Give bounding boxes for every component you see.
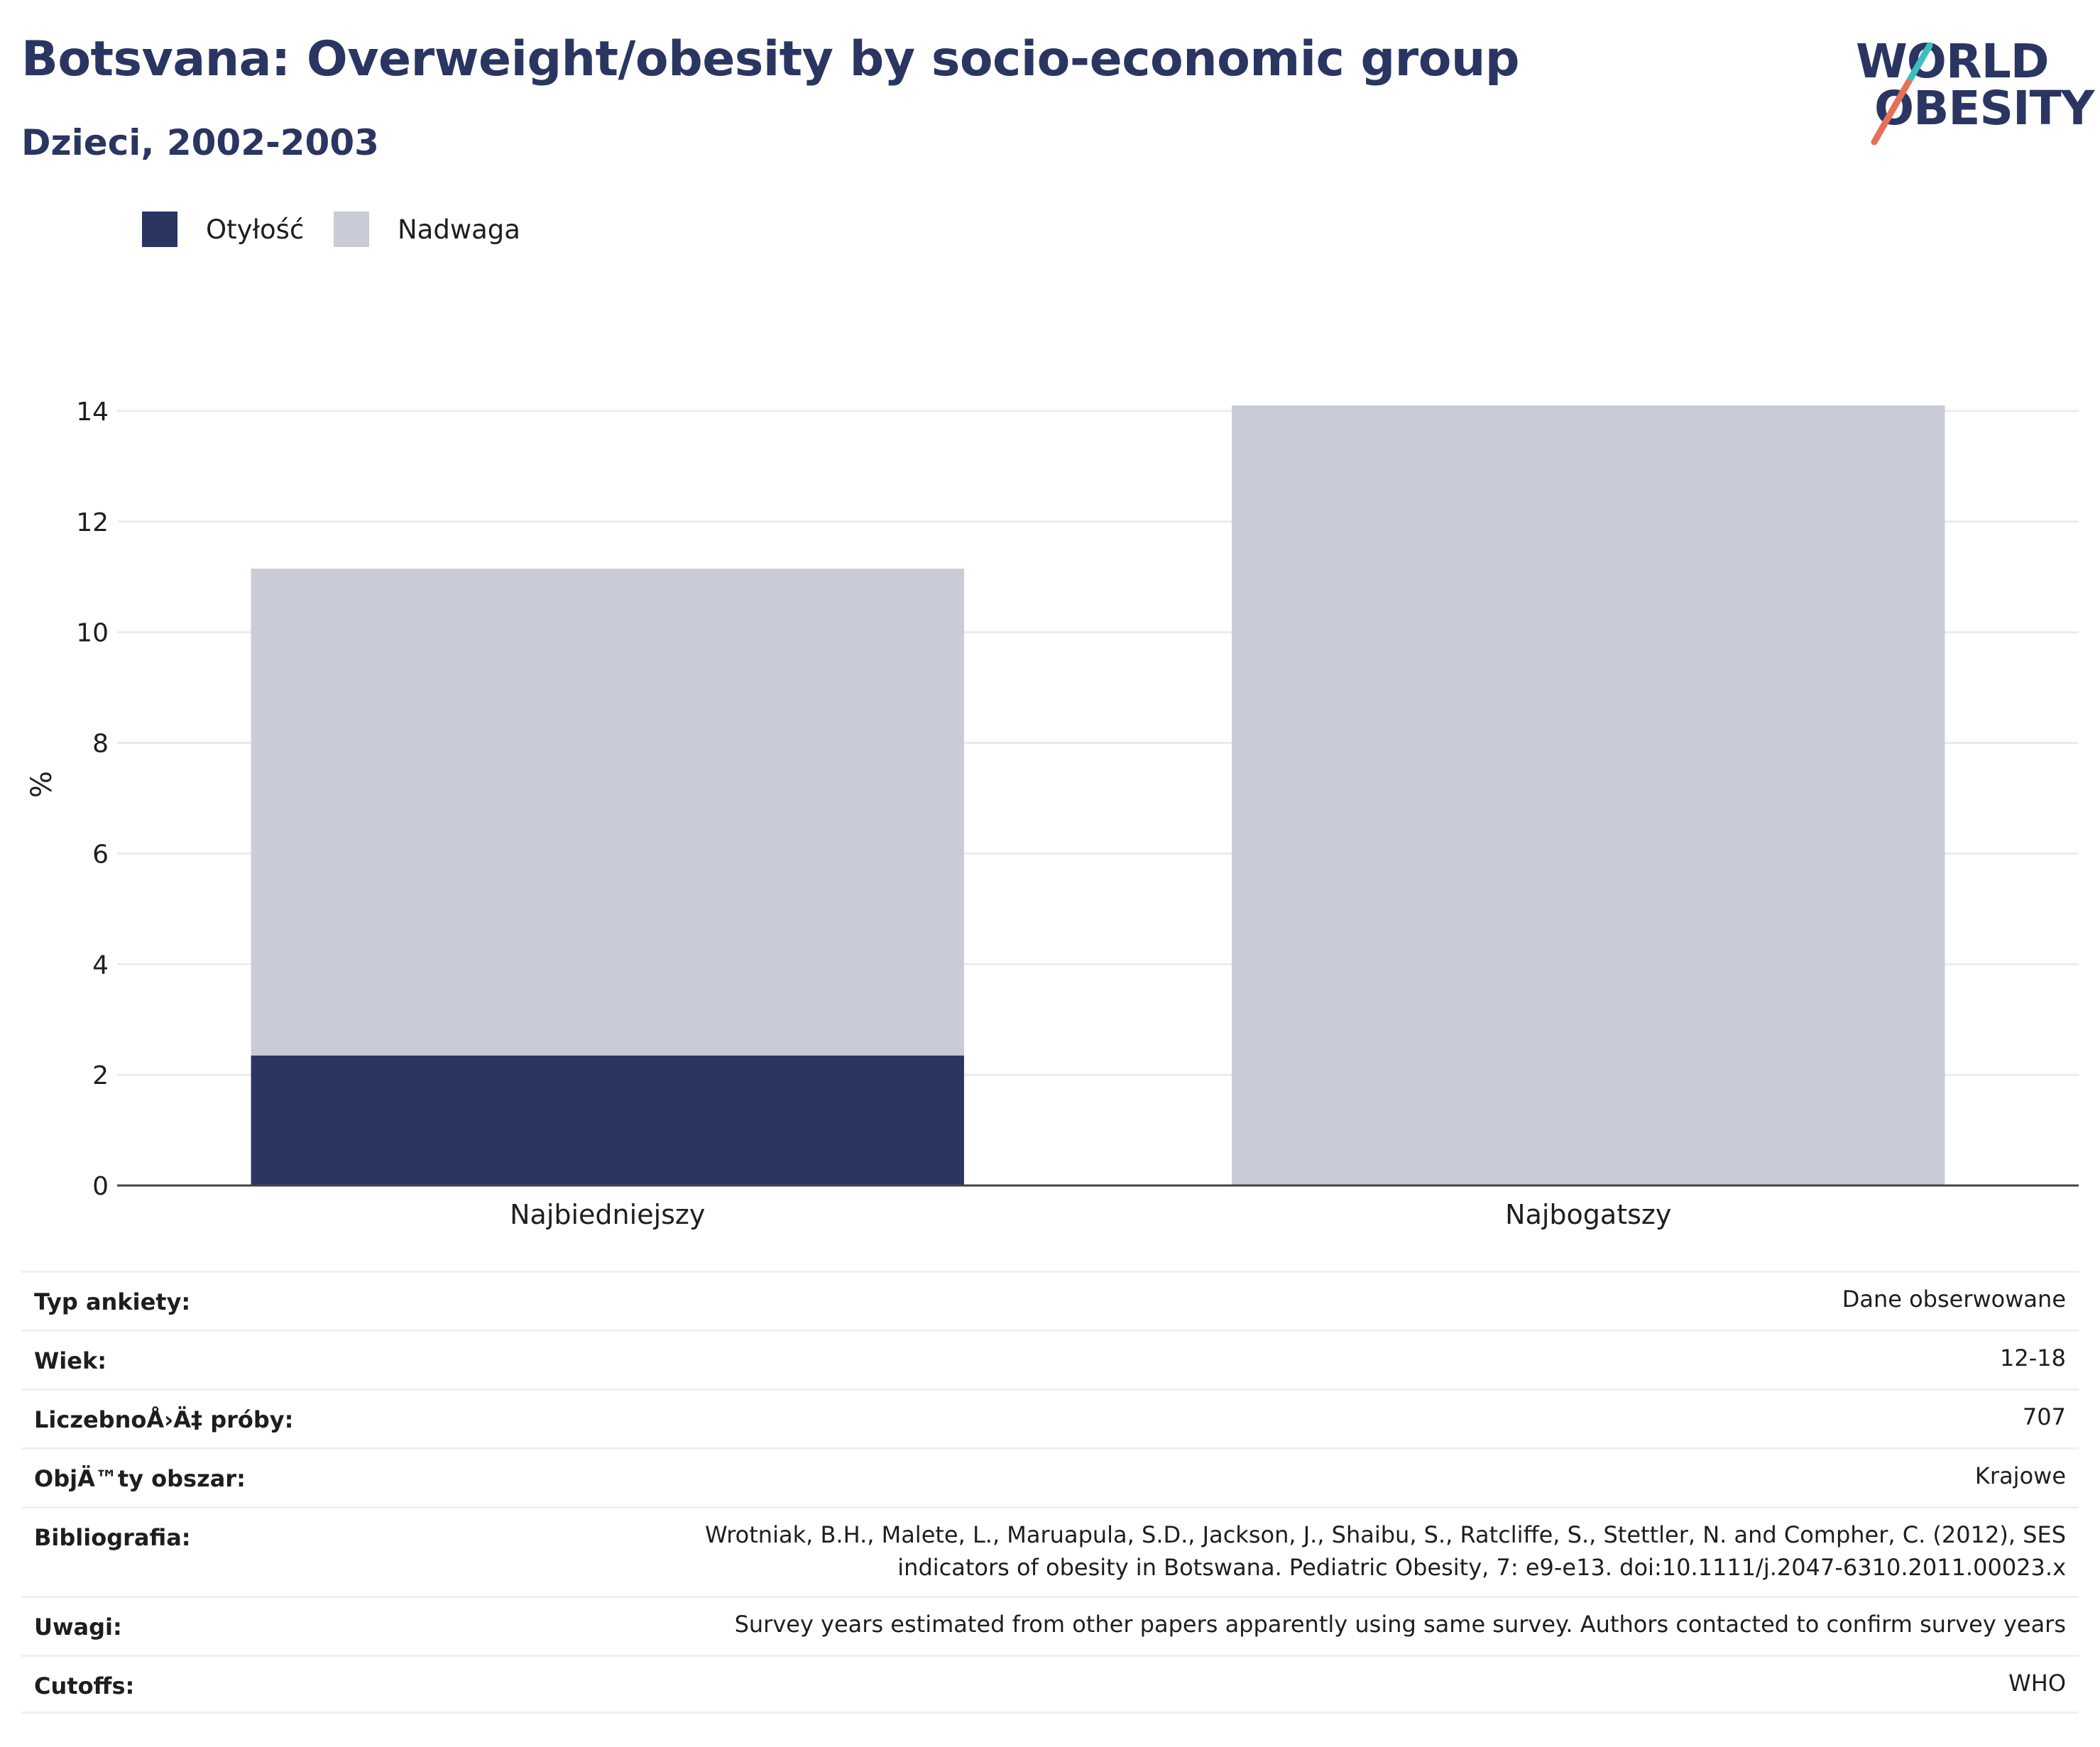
y-tick-label: 8: [92, 730, 109, 759]
legend-label-overweight: Nadwaga: [398, 214, 520, 245]
metadata-key: Bibliografia:: [34, 1524, 191, 1551]
metadata-value: Dane obserwowane: [1842, 1286, 2066, 1313]
bar-segment: [1232, 405, 1945, 1186]
metadata-key: Uwagi:: [34, 1614, 122, 1641]
world-obesity-logo: WORLD OBESITY: [1846, 28, 2094, 156]
metadata-key: Cutoffs:: [34, 1672, 135, 1699]
y-tick-label: 10: [76, 619, 109, 648]
y-tick-label: 14: [76, 398, 109, 427]
y-tick-label: 4: [92, 951, 109, 980]
metadata-row: LiczebnoÅ›Ä‡ próby: 707: [21, 1389, 2079, 1447]
metadata-row: Typ ankiety: Dane obserwowane: [21, 1271, 2079, 1330]
x-tick-label: Najbiedniejszy: [510, 1199, 705, 1230]
metadata-key: LiczebnoÅ›Ä‡ próby:: [34, 1406, 294, 1433]
y-tick-label: 6: [92, 840, 109, 869]
metadata-row: Wiek: 12-18: [21, 1330, 2079, 1389]
x-tick-label: Najbogatszy: [1505, 1199, 1671, 1230]
bar-segment: [251, 1055, 964, 1185]
y-tick-label: 12: [76, 508, 109, 537]
metadata-value: 707: [2022, 1403, 2066, 1430]
metadata-value: Wrotniak, B.H., Malete, L., Maruapula, S…: [705, 1521, 2066, 1581]
y-tick-label: 0: [92, 1172, 109, 1201]
legend-swatch-overweight: [334, 212, 369, 247]
bar-chart: 0 2 4 6 8 10 12 14% Najbiedniejszy Najbogatszy: [26, 398, 2079, 1230]
y-axis-label: %: [26, 771, 58, 798]
metadata-value: 12-18: [2000, 1345, 2066, 1371]
chart-title: Botsvana: Overweight/obesity by socio-ec…: [21, 31, 1520, 87]
logo-line-1: WORLD: [1856, 34, 2050, 89]
metadata-table: Typ ankiety: Dane obserwowane Wiek: 12-18 Li…: [21, 1271, 2079, 1714]
metadata-row: Cutoffs: WHO: [21, 1655, 2079, 1714]
legend-swatch-obesity: [142, 212, 177, 247]
metadata-value: Krajowe: [1974, 1462, 2066, 1489]
legend-label-obesity: Otyłość: [206, 214, 305, 245]
chart-subtitle: Dzieci, 2002-2003: [21, 122, 379, 163]
metadata-row: Bibliografia: Wrotniak, B.H., Malete, L.,…: [21, 1506, 2079, 1596]
metadata-key: ObjÄ™ty obszar:: [34, 1465, 246, 1492]
metadata-row: Uwagi: Survey years estimated from other …: [21, 1596, 2079, 1655]
metadata-key: Wiek:: [34, 1347, 107, 1374]
y-tick-label: 2: [92, 1061, 109, 1090]
metadata-value: WHO: [2008, 1670, 2066, 1697]
metadata-value: Survey years estimated from other papers…: [734, 1611, 2066, 1638]
bar-segment: [251, 569, 964, 1056]
metadata-row: ObjÄ™ty obszar: Krajowe: [21, 1447, 2079, 1506]
metadata-key: Typ ankiety:: [34, 1288, 191, 1315]
logo-slash-icon: [1871, 42, 1933, 146]
logo-line-2: OBESITY: [1874, 81, 2094, 136]
